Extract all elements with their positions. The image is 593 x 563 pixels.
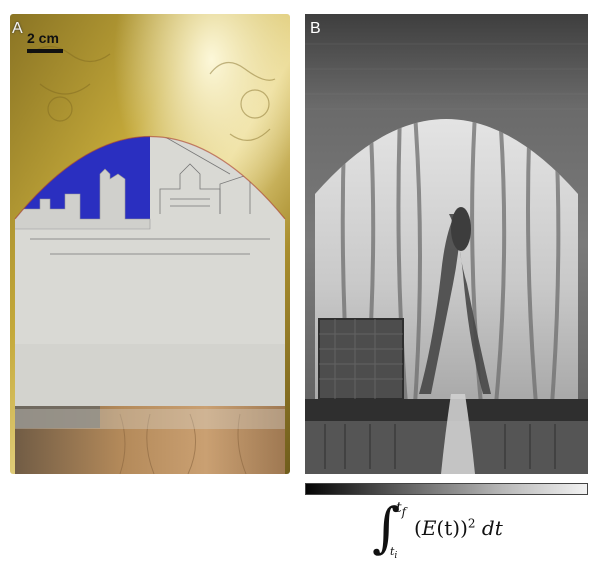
panel-label-b: B — [310, 20, 321, 37]
painting-photo — [10, 14, 290, 474]
integrand: (E(t))2 dt — [414, 516, 503, 540]
upper-limit: tf — [396, 500, 406, 519]
lower-limit: ti — [390, 545, 398, 562]
integral-sign: ∫ — [372, 496, 401, 559]
scale-bar — [27, 49, 63, 53]
integral-formula: ∫ tf ti (E(t))2 dt — [372, 498, 572, 562]
scale-bar-label: 2 cm — [27, 30, 59, 46]
grayscale-colorbar — [305, 483, 588, 495]
panel-label-a: A — [12, 20, 23, 37]
thermal-panel-b — [305, 14, 588, 474]
thermogram-image — [305, 14, 588, 474]
photo-panel-a — [10, 14, 290, 474]
